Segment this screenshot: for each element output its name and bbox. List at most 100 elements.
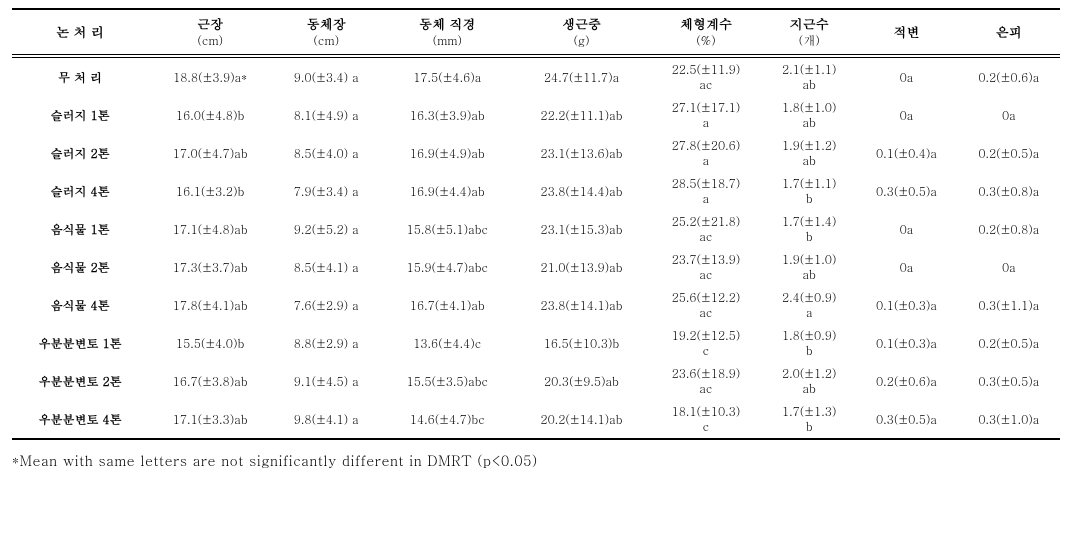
cell: 17.3(±3.7)ab bbox=[148, 248, 272, 286]
cell: 21.0(±13.9)ab bbox=[514, 248, 649, 286]
table-row: 음식물 2톤17.3(±3.7)ab8.5(±4.1) a15.9(±4.7)a… bbox=[12, 248, 1060, 286]
cell: 14.6(±4.7)bc bbox=[380, 400, 514, 439]
cell: 9.8(±4.1) a bbox=[272, 400, 380, 439]
cell: 2.0(±1.2)ab bbox=[763, 362, 855, 400]
cell: 9.1(±4.5) a bbox=[272, 362, 380, 400]
col-bodycoef: 체형계수(%) bbox=[649, 9, 763, 56]
cell-label: 우분분변토 4톤 bbox=[12, 400, 148, 439]
cell: 15.5(±3.5)abc bbox=[380, 362, 514, 400]
cell: 7.6(±2.9) a bbox=[272, 286, 380, 324]
cell: 0.1(±0.3)a bbox=[855, 286, 957, 324]
col-rootlen: 근장(cm) bbox=[148, 9, 272, 56]
cell: 24.7(±11.7)a bbox=[514, 56, 649, 96]
cell: 0a bbox=[855, 96, 957, 134]
cell: 0.3(±0.8)a bbox=[958, 172, 1060, 210]
cell: 2.4(±0.9)a bbox=[763, 286, 855, 324]
cell: 16.9(±4.4)ab bbox=[380, 172, 514, 210]
cell: 0a bbox=[855, 248, 957, 286]
cell: 8.8(±2.9) a bbox=[272, 324, 380, 362]
cell: 16.5(±10.3)b bbox=[514, 324, 649, 362]
cell: 15.5(±4.0)b bbox=[148, 324, 272, 362]
cell: 1.8(±0.9)b bbox=[763, 324, 855, 362]
cell: 18.1(±10.3)c bbox=[649, 400, 763, 439]
table-row: 우분분변토 1톤15.5(±4.0)b8.8(±2.9) a13.6(±4.4)… bbox=[12, 324, 1060, 362]
col-treatment: 논 처 리 bbox=[12, 9, 148, 56]
cell: 1.8(±1.0)ab bbox=[763, 96, 855, 134]
cell: 0a bbox=[855, 210, 957, 248]
cell: 25.2(±21.8)ac bbox=[649, 210, 763, 248]
cell: 17.8(±4.1)ab bbox=[148, 286, 272, 324]
table-row: 무 처 리18.8(±3.9)a*9.0(±3.4) a17.5(±4.6)a2… bbox=[12, 56, 1060, 96]
cell: 23.7(±13.9)ac bbox=[649, 248, 763, 286]
col-bodydiam: 동체 직경(mm) bbox=[380, 9, 514, 56]
table-row: 우분분변토 4톤17.1(±3.3)ab9.8(±4.1) a14.6(±4.7… bbox=[12, 400, 1060, 439]
cell: 20.2(±14.1)ab bbox=[514, 400, 649, 439]
cell-label: 우분분변토 2톤 bbox=[12, 362, 148, 400]
footnote: *Mean with same letters are not signific… bbox=[12, 450, 1060, 470]
cell: 0.3(±1.1)a bbox=[958, 286, 1060, 324]
cell: 0.2(±0.8)a bbox=[958, 210, 1060, 248]
cell: 17.0(±4.7)ab bbox=[148, 134, 272, 172]
data-table: 논 처 리 근장(cm) 동체장(cm) 동체 직경(mm) 생근중(g) 체형… bbox=[12, 8, 1060, 440]
cell: 28.5(±18.7)a bbox=[649, 172, 763, 210]
table-row: 음식물 1톤17.1(±4.8)ab9.2(±5.2) a15.8(±5.1)a… bbox=[12, 210, 1060, 248]
cell: 9.2(±5.2) a bbox=[272, 210, 380, 248]
cell: 23.1(±15.3)ab bbox=[514, 210, 649, 248]
cell: 16.7(±4.1)ab bbox=[380, 286, 514, 324]
cell: 0.2(±0.5)a bbox=[958, 134, 1060, 172]
cell: 1.7(±1.4)b bbox=[763, 210, 855, 248]
cell: 0.1(±0.4)a bbox=[855, 134, 957, 172]
cell: 23.6(±18.9)ac bbox=[649, 362, 763, 400]
cell: 16.1(±3.2)b bbox=[148, 172, 272, 210]
cell: 25.6(±12.2)ac bbox=[649, 286, 763, 324]
cell: 16.0(±4.8)b bbox=[148, 96, 272, 134]
cell: 0.3(±1.0)a bbox=[958, 400, 1060, 439]
table-row: 음식물 4톤17.8(±4.1)ab7.6(±2.9) a16.7(±4.1)a… bbox=[12, 286, 1060, 324]
cell: 0.1(±0.3)a bbox=[855, 324, 957, 362]
cell: 0a bbox=[958, 248, 1060, 286]
col-freshwt: 생근중(g) bbox=[514, 9, 649, 56]
cell: 23.8(±14.4)ab bbox=[514, 172, 649, 210]
col-bodylen: 동체장(cm) bbox=[272, 9, 380, 56]
cell: 17.1(±3.3)ab bbox=[148, 400, 272, 439]
cell: 22.2(±11.1)ab bbox=[514, 96, 649, 134]
table-body: 무 처 리18.8(±3.9)a*9.0(±3.4) a17.5(±4.6)a2… bbox=[12, 56, 1060, 439]
cell: 16.7(±3.8)ab bbox=[148, 362, 272, 400]
cell: 22.5(±11.9)ac bbox=[649, 56, 763, 96]
cell: 23.8(±14.1)ab bbox=[514, 286, 649, 324]
cell: 15.9(±4.7)abc bbox=[380, 248, 514, 286]
cell: 8.1(±4.9) a bbox=[272, 96, 380, 134]
cell: 0.2(±0.6)a bbox=[958, 56, 1060, 96]
cell: 16.3(±3.9)ab bbox=[380, 96, 514, 134]
cell: 19.2(±12.5)c bbox=[649, 324, 763, 362]
cell: 0.3(±0.5)a bbox=[855, 172, 957, 210]
cell: 9.0(±3.4) a bbox=[272, 56, 380, 96]
col-branch: 지근수(개) bbox=[763, 9, 855, 56]
table-row: 우분분변토 2톤16.7(±3.8)ab9.1(±4.5) a15.5(±3.5… bbox=[12, 362, 1060, 400]
cell: 1.9(±1.2)ab bbox=[763, 134, 855, 172]
header-row: 논 처 리 근장(cm) 동체장(cm) 동체 직경(mm) 생근중(g) 체형… bbox=[12, 9, 1060, 56]
cell: 15.8(±5.1)abc bbox=[380, 210, 514, 248]
cell: 2.1(±1.1)ab bbox=[763, 56, 855, 96]
cell: 27.8(±20.6)a bbox=[649, 134, 763, 172]
cell-label: 무 처 리 bbox=[12, 56, 148, 96]
cell: 8.5(±4.0) a bbox=[272, 134, 380, 172]
cell: 8.5(±4.1) a bbox=[272, 248, 380, 286]
cell-label: 음식물 2톤 bbox=[12, 248, 148, 286]
cell: 23.1(±13.6)ab bbox=[514, 134, 649, 172]
cell-label: 우분분변토 1톤 bbox=[12, 324, 148, 362]
cell: 1.7(±1.1)b bbox=[763, 172, 855, 210]
cell: 0a bbox=[855, 56, 957, 96]
cell: 0.2(±0.6)a bbox=[855, 362, 957, 400]
table-row: 슬러지 1톤16.0(±4.8)b8.1(±4.9) a16.3(±3.9)ab… bbox=[12, 96, 1060, 134]
table-row: 슬러지 2톤17.0(±4.7)ab8.5(±4.0) a16.9(±4.9)a… bbox=[12, 134, 1060, 172]
cell-label: 슬러지 1톤 bbox=[12, 96, 148, 134]
cell: 0.3(±0.5)a bbox=[855, 400, 957, 439]
cell-label: 음식물 1톤 bbox=[12, 210, 148, 248]
cell: 1.9(±1.0)ab bbox=[763, 248, 855, 286]
cell: 27.1(±17.1)a bbox=[649, 96, 763, 134]
cell-label: 음식물 4톤 bbox=[12, 286, 148, 324]
col-rustyroot: 적변 bbox=[855, 9, 957, 56]
cell: 0.3(±0.5)a bbox=[958, 362, 1060, 400]
cell: 16.9(±4.9)ab bbox=[380, 134, 514, 172]
